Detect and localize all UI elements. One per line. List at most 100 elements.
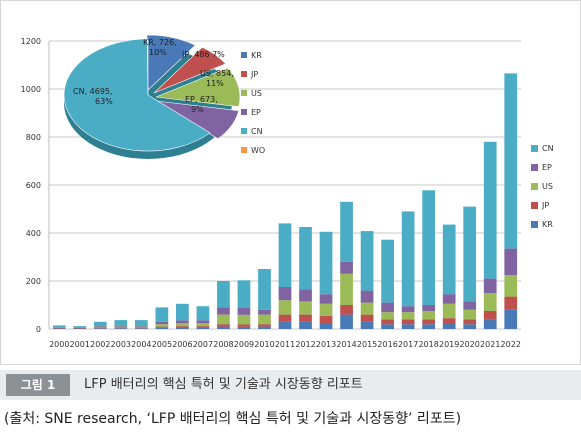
pie-slice-wo	[146, 38, 149, 96]
y-tick-label: 400	[26, 229, 41, 238]
bar-segment-us	[93, 326, 107, 328]
bar-segment-kr	[258, 326, 271, 329]
x-tick-label: 2003	[111, 340, 131, 349]
x-tick-label: 2015	[357, 340, 377, 349]
x-tick-label: 2000	[49, 340, 69, 349]
bar-segment-cn	[442, 224, 456, 295]
y-tick-label: 0	[36, 325, 41, 334]
bar-segment-jp	[360, 314, 374, 322]
x-tick-label: 2017	[398, 340, 418, 349]
x-tick-label: 2004	[131, 340, 151, 349]
bar-segment-kr	[196, 327, 210, 329]
pie-legend-swatch-jp	[241, 71, 247, 77]
bar-segment-kr	[299, 321, 312, 329]
bar-segment-jp	[483, 311, 497, 320]
bar-segment-ep	[504, 248, 518, 275]
bar-segment-jp	[401, 319, 415, 325]
bar-segment-ep	[278, 287, 292, 301]
bar-segment-kr	[237, 326, 251, 329]
bar-segment-cn	[340, 201, 353, 262]
bar-legend: CN EP US JP KR	[531, 144, 554, 229]
x-tick-label: 2005	[152, 340, 172, 349]
bar-segment-ep	[196, 320, 210, 324]
pie-slice-kr	[146, 34, 196, 92]
legend-swatch-ep	[531, 164, 538, 171]
legend-label-us: US	[542, 182, 553, 191]
pie-legend-label-jp: JP	[250, 70, 258, 79]
bar-segment-ep	[155, 321, 169, 325]
bar-segment-ep	[381, 302, 394, 313]
pie-legend-label-ep: EP	[251, 108, 261, 117]
bar-segment-cn	[299, 227, 312, 290]
bar-segment-jp	[422, 319, 436, 325]
bar-segment-kr	[360, 321, 374, 329]
x-tick-label: 2008	[213, 340, 233, 349]
bar-segment-cn	[258, 269, 271, 310]
x-tick-label: 2009	[234, 340, 254, 349]
bar-segment-ep	[422, 305, 436, 311]
bar-segment-ep	[237, 307, 251, 315]
pie-legend-swatch-wo	[241, 147, 247, 153]
x-tick-label: 2006	[172, 340, 192, 349]
legend-label-kr: KR	[542, 220, 553, 229]
y-tick-label: 800	[26, 133, 41, 142]
bar-segment-jp	[196, 326, 210, 328]
bar-segment-cn	[93, 321, 107, 326]
bar-segment-ep	[463, 301, 477, 310]
bar-segment-jp	[463, 319, 477, 325]
bar-segment-kr	[483, 319, 497, 329]
bar-segment-kr	[217, 326, 230, 329]
bar-segment-jp	[258, 324, 271, 327]
bar-segment-us	[360, 302, 374, 315]
bars-group	[52, 73, 518, 329]
bar-segment-kr	[422, 324, 436, 329]
bar-segment-cn	[114, 320, 128, 326]
pie-label-kr: KR, 726, 10%	[143, 38, 177, 57]
bar-segment-kr	[442, 323, 456, 329]
legend-swatch-jp	[531, 202, 538, 209]
bar-segment-jp	[176, 326, 189, 328]
bar-segment-jp	[278, 314, 292, 322]
y-tick-label: 200	[26, 277, 41, 286]
bar-segment-us	[442, 303, 456, 319]
bar-segment-us	[463, 309, 477, 320]
bar-segment-kr	[401, 324, 415, 329]
bar-segment-ep	[340, 261, 353, 274]
bar-segment-cn	[360, 231, 374, 291]
bar-segment-ep	[442, 294, 456, 304]
bar-segment-us	[114, 326, 128, 328]
bar-segment-us	[401, 312, 415, 320]
bar-segment-us	[278, 300, 292, 315]
bar-segment-cn	[422, 190, 436, 305]
pie-label-jp: JP, 486 7%	[181, 50, 225, 59]
bar-segment-cn	[463, 206, 477, 302]
bar-segment-jp	[319, 315, 333, 323]
bar-segment-cn	[504, 73, 518, 249]
bar-segment-ep	[114, 325, 128, 327]
bar-segment-cn	[73, 326, 87, 328]
x-tick-label: 2013	[316, 340, 336, 349]
bar-segment-kr	[504, 309, 518, 329]
y-tick-label: 1000	[21, 85, 41, 94]
pie-slice-us	[155, 67, 241, 107]
bar-segment-jp	[299, 314, 312, 322]
bar-segment-jp	[237, 324, 251, 327]
source-note: (출처: SNE research, ‘LFP 배터리의 핵심 특허 및 기술과…	[4, 411, 462, 427]
figure-number-tag: 그림 1	[6, 374, 70, 396]
figure-caption-title: LFP 배터리의 핵심 특허 및 기술과 시장동향 리포트	[84, 377, 363, 392]
pie-legend-swatch-ep	[241, 109, 247, 115]
pie-legend-label-kr: KR	[251, 51, 262, 60]
bar-segment-ep	[134, 325, 148, 327]
x-tick-label: 2001	[70, 340, 90, 349]
bar-segment-cn	[401, 211, 415, 307]
bar-segment-kr	[176, 327, 189, 329]
pie-legend-swatch-us	[241, 90, 247, 96]
x-tick-label: 2007	[193, 340, 213, 349]
bar-segment-kr	[278, 321, 292, 329]
bar-segment-us	[258, 314, 271, 325]
pie-label-us: US, 854, 11%	[200, 69, 234, 88]
pie-slice-cn	[63, 38, 211, 152]
bar-segment-cn	[52, 325, 66, 328]
x-tick-label: 2012	[295, 340, 315, 349]
pie-legend: KR JP US EP CN WO	[241, 51, 265, 155]
